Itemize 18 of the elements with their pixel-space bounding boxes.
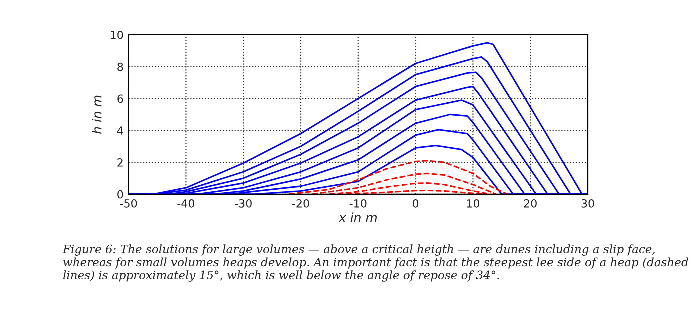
x-tick-label: 0: [413, 199, 419, 208]
x-tick-label: -10: [350, 199, 367, 208]
y-tick-label: 6: [118, 94, 124, 104]
caption: Figure 6: The solutions for large volumes — above a critical heigth — are dunes including a slip face, whereas for small volumes heaps develop. An important fact is that the steepest lee side of a heap (dashed lines) is approximately 15°, which is well below the angle of repose of 34°.: [62, 244, 688, 282]
y-tick-label: 4: [117, 126, 124, 135]
y-tick-label: 10: [111, 30, 124, 40]
x-axis-title: x in m: [338, 212, 378, 222]
y-axis-title: h in m: [92, 96, 102, 134]
x-tick-label: 30: [582, 199, 594, 208]
x-tick-label: -40: [178, 199, 195, 208]
x-tick-label: -50: [120, 199, 138, 208]
x-tick-label: 10: [467, 199, 480, 208]
x-tick-label: -30: [235, 199, 252, 208]
y-tick-label: 8: [118, 62, 124, 72]
y-tick-label: 2: [118, 158, 123, 167]
y-tick-label: 0: [118, 190, 124, 199]
x-tick-label: 20: [524, 199, 537, 208]
x-tick-label: -20: [292, 199, 310, 208]
